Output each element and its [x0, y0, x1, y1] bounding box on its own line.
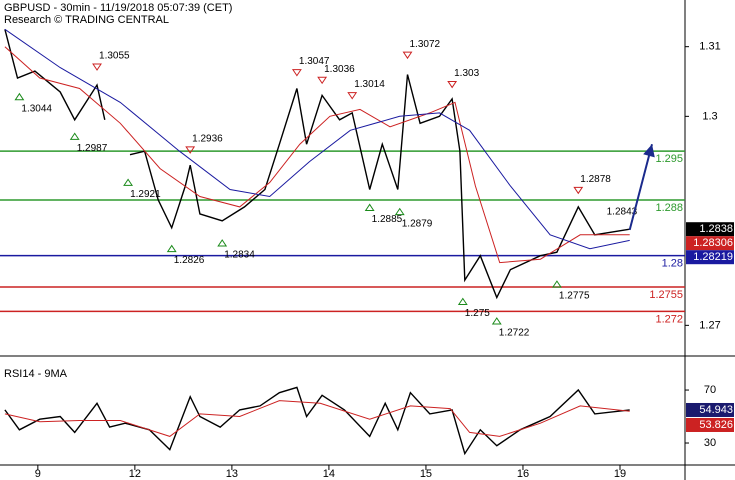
price-tag: [686, 222, 734, 237]
annotation-label: 1.2843: [607, 206, 638, 217]
high-marker: [291, 69, 302, 77]
high-marker: [447, 80, 458, 89]
high-marker: [185, 146, 196, 154]
annotation-label: 1.275: [465, 308, 490, 319]
price-tag-label: 54.943: [699, 404, 733, 416]
high-marker: [317, 76, 328, 85]
forecast-arrow-head: [643, 144, 655, 158]
annotation-label: 1.303: [454, 68, 479, 79]
series-line: [4, 400, 630, 437]
annotation-label: 1.2834: [224, 250, 255, 261]
price-tag-label: 1.28219: [693, 251, 733, 263]
series-line: [4, 46, 630, 264]
annotation-label: 1.2879: [402, 218, 433, 229]
price-tag: [686, 236, 734, 251]
annotation-label: 1.2826: [174, 255, 205, 266]
annotation-label: 1.2878: [580, 174, 611, 185]
y-tick-label: 30: [704, 437, 716, 449]
annotation-label: 1.2936: [192, 134, 223, 145]
y-tick-label: 1.31: [699, 41, 720, 53]
price-tag-label: 53.826: [699, 419, 733, 431]
annotation-label: 1.2885: [372, 214, 403, 225]
x-tick-label: 15: [420, 468, 432, 480]
price-tag: [686, 402, 734, 417]
low-marker: [217, 239, 228, 247]
series-line: [4, 29, 630, 300]
chart-title: GBPUSD - 30min - 11/19/2018 05:07:39 (CE…: [4, 2, 232, 14]
low-marker: [123, 178, 134, 186]
low-marker: [551, 280, 562, 288]
annotation-label: 1.3044: [21, 103, 52, 114]
annotation-label: 1.3055: [99, 51, 130, 62]
high-marker: [402, 51, 413, 60]
price-tag: [686, 417, 734, 432]
level-label: 1.272: [655, 313, 683, 325]
level-label: 1.28: [662, 258, 683, 270]
y-tick-label: 1.3: [702, 110, 717, 122]
high-marker: [92, 63, 102, 71]
x-tick-label: 13: [226, 468, 238, 480]
low-marker: [457, 297, 468, 306]
level-label: 1.2755: [649, 289, 683, 301]
high-marker: [573, 186, 584, 195]
annotation-label: 1.3047: [299, 56, 330, 67]
level-label: 1.295: [655, 153, 683, 165]
annotation-label: 1.2722: [499, 328, 530, 339]
price-tag-label: 1.2838: [699, 223, 733, 235]
panel-title: RSI14 - 9MA: [4, 368, 68, 380]
low-marker: [394, 207, 405, 216]
x-tick-label: 14: [323, 468, 335, 480]
chart-subtitle: Research © TRADING CENTRAL: [4, 14, 169, 26]
x-tick-label: 12: [129, 468, 141, 480]
price-tag: [686, 250, 734, 265]
annotation-label: 1.3036: [324, 64, 355, 75]
y-tick-label: 70: [704, 384, 716, 396]
x-tick-label: 9: [35, 468, 41, 480]
level-label: 1.288: [655, 202, 683, 214]
low-marker: [491, 317, 502, 325]
annotation-label: 1.2775: [559, 291, 590, 302]
low-marker: [166, 244, 177, 253]
annotation-label: 1.2987: [77, 143, 108, 154]
annotation-label: 1.2921: [130, 189, 161, 200]
series-line: [4, 28, 630, 250]
y-tick-label: 1.27: [699, 319, 720, 331]
low-marker: [69, 132, 80, 140]
high-marker: [347, 92, 358, 100]
low-marker: [14, 92, 25, 101]
x-tick-label: 19: [614, 468, 626, 480]
x-tick-label: 16: [517, 468, 529, 480]
annotation-label: 1.3072: [410, 39, 441, 50]
price-tag-label: 1.28306: [693, 237, 733, 249]
low-marker: [364, 203, 375, 211]
forecast-arrow: [628, 143, 653, 231]
annotation-label: 1.3014: [354, 79, 385, 90]
